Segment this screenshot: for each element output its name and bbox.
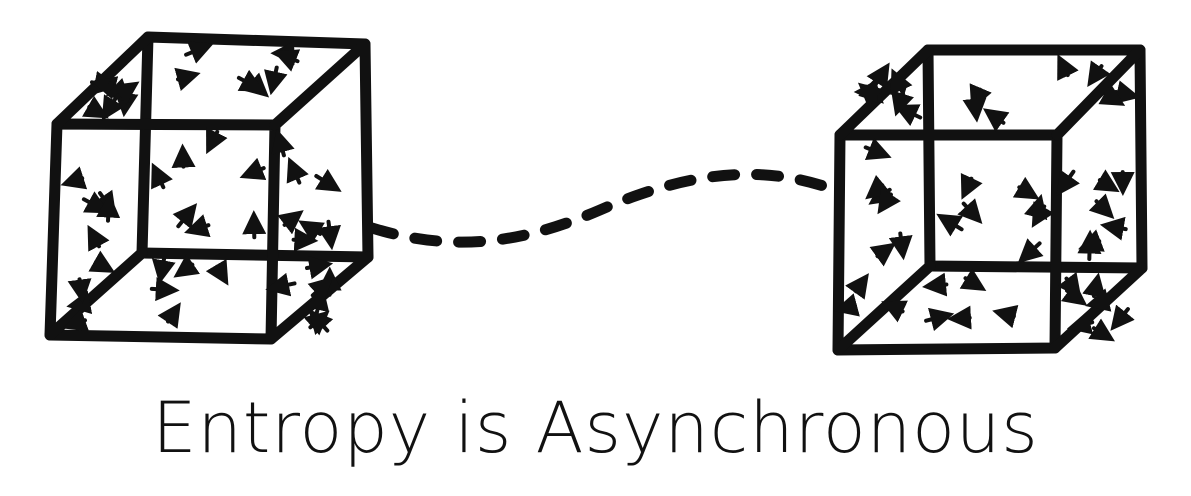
particle-arrow-icon [62,308,90,332]
particle-arrow-icon [112,81,140,105]
particle-arrow-icon [184,214,211,238]
particle-arrow-icon [264,65,288,96]
particle-arrow-icon [888,231,913,261]
particle-arrow-icon [308,309,334,336]
particle-arrow-icon [173,254,200,278]
dashed-connector [366,168,846,248]
particle-arrow-icon [947,305,972,330]
particle-arrow-icon [236,69,265,92]
particle-arrow-icon [1066,311,1095,335]
particle-arrow-icon [286,156,309,185]
particle-arrow-icon [174,67,201,91]
right-cube [832,44,1148,356]
particle-arrow-icon [1088,193,1115,219]
particle-arrow-icon [1087,60,1111,88]
particle-arrow-icon [87,224,110,252]
particle-arrow-icon [60,166,88,190]
particle-arrow-icon [936,213,964,237]
particle-arrow-icon [66,290,93,314]
particle-arrow-icon [151,162,173,190]
particle-arrow-icon [265,272,297,297]
particle-arrow-icon [1078,229,1105,252]
particle-arrow-icon [205,258,229,286]
particle-arrow-icon [88,250,116,273]
particle-arrow-icon [1082,272,1106,299]
particle-arrow-icon [1110,304,1135,331]
particle-arrow-icon [982,108,1010,132]
particle-arrow-icon [184,41,214,64]
particle-arrow-icon [298,220,325,244]
particle-arrow-icon [957,198,983,225]
particle-arrow-icon [866,62,890,90]
diagram-canvas [44,31,1148,356]
particle-arrow-icon [317,219,341,251]
particle-arrow-icon [1017,238,1044,264]
particle-arrow-icon [962,92,987,123]
particle-arrow-icon [869,242,897,267]
particle-arrow-icon [833,293,860,317]
particle-arrow-icon [67,277,92,304]
particle-arrow-icon [1098,83,1126,106]
particle-arrow-icon [969,83,992,111]
particle-arrow-icon [1088,318,1115,342]
particle-arrow-icon [273,49,301,72]
particle-arrow-icon [291,227,319,252]
particle-arrow-icon [1113,80,1141,104]
left-cube-particles [60,41,342,336]
particle-arrow-icon [81,191,110,214]
particle-arrow-icon [277,210,304,235]
particle-arrow-icon [1056,169,1080,197]
particle-arrow-icon [890,68,913,96]
particle-arrow-icon [271,128,295,158]
particle-arrow-icon [171,143,196,169]
particle-arrow-icon [1057,54,1079,81]
particle-arrow-icon [1060,281,1088,306]
particle-arrow-icon [81,95,109,119]
particle-arrow-icon [157,302,181,329]
particle-arrow-icon [845,273,869,300]
particle-arrow-icon [1012,176,1040,200]
particle-arrow-icon [149,277,180,302]
left-cube [44,31,374,345]
particle-arrow-icon [1085,288,1116,312]
particle-arrow-icon [1031,201,1055,228]
particle-arrow-icon [1057,271,1082,299]
particle-arrow-icon [959,268,987,291]
particle-arrow-icon [992,304,1019,329]
particle-arrow-icon [1099,216,1128,241]
particle-arrow-icon [877,187,901,215]
particle-arrow-icon [96,193,121,223]
particle-arrow-icon [314,168,342,192]
particle-arrow-icon [307,276,334,302]
particle-arrow-icon [893,104,923,127]
particle-arrow-icon [881,300,908,323]
particle-arrow-icon [865,174,892,200]
particle-arrow-icon [206,127,228,155]
particle-arrow-icon [924,307,955,332]
particle-arrow-icon [922,272,949,297]
particle-arrow-icon [172,203,198,230]
caption-title: Entropy is Asynchronous [152,387,1039,469]
right-cube-particles [833,54,1141,342]
particle-arrow-icon [960,172,983,200]
particle-arrow-icon [1092,169,1120,193]
particle-arrow-icon [114,90,139,118]
particle-arrow-icon [151,256,176,285]
particle-arrow-icon [863,137,892,161]
particle-arrow-icon [305,255,334,280]
particle-arrow-icon [239,157,267,180]
